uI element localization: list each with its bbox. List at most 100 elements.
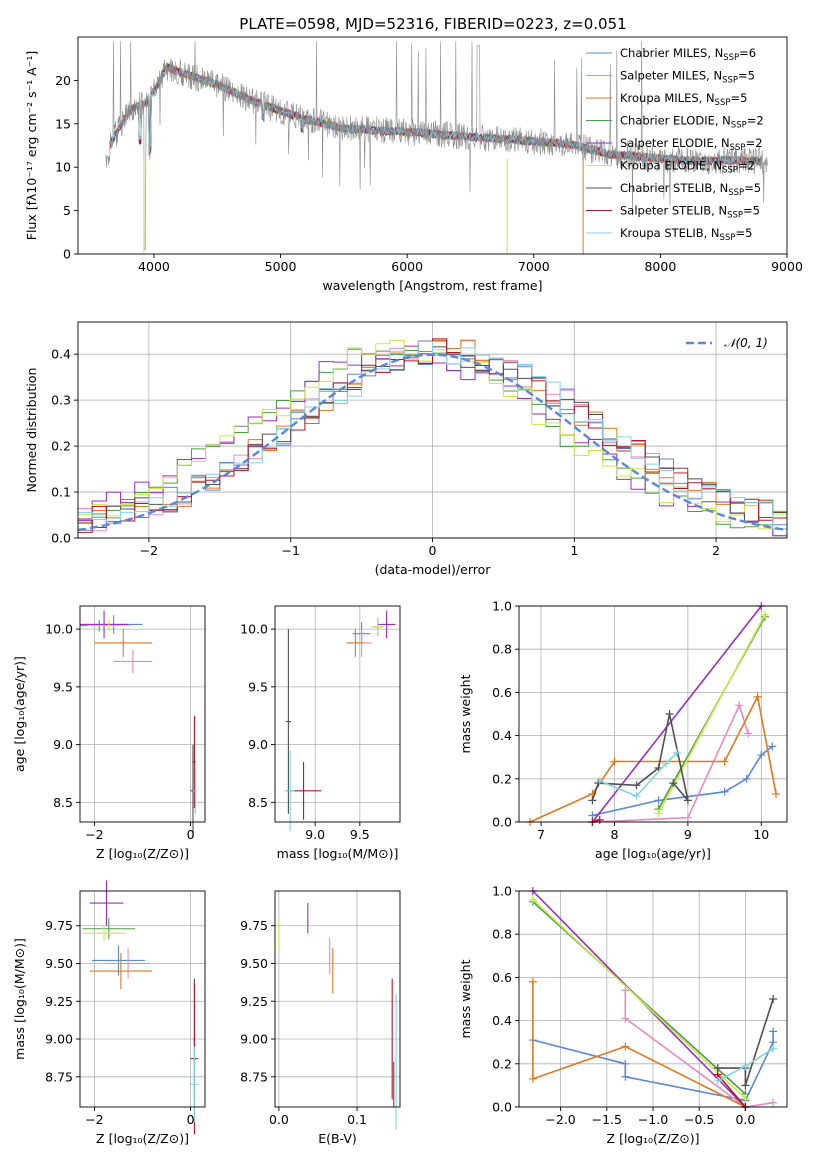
series-marker [588,796,597,805]
series-marker [595,776,604,785]
x-axis-label: Z [log₁₀(Z/Z⊙)] [96,1131,189,1146]
x-tick-label: 9.5 [350,827,370,842]
y-tick-label: 9.00 [45,1032,73,1047]
y-tick-label: 0.2 [51,439,71,454]
series-marker [661,759,670,768]
x-tick-label: 5000 [265,259,297,274]
y-tick-label: 9.5 [248,679,268,694]
x-axis-label: age [log₁₀(age/yr)] [595,846,711,861]
legend-entry: 𝒩(0, 1) [724,336,768,350]
series-marker [654,796,663,805]
mw_vs_z-axes: −2.0 −1.5 −1.0 −0.5 0.0 0.0 0.2 0.4 0.6 0.8 1.0 Z [… [458,884,788,1146]
series-line [717,1074,747,1108]
mass-weight-series [528,1027,778,1105]
observed-spectrum-line [105,41,769,250]
x-axis-label: mass [log₁₀(M/M⊙)] [277,846,399,861]
series-marker [621,1072,630,1081]
mass-weight-series [588,742,777,820]
y-tick-label: 9.0 [248,737,268,752]
x-tick-label: 4000 [138,259,170,274]
series-marker [683,813,692,822]
mass_vs_ebv-axes: 0.0 0.1 8.75 9.00 9.25 9.50 9.75 E(B-V) [240,890,401,1146]
y-tick-label: 9.75 [45,918,73,933]
y-tick-label: 9.50 [45,956,73,971]
y-axis-label: mass weight [458,674,473,753]
x-tick-label: 7000 [518,259,550,274]
errorbar-point [106,948,150,979]
errorbar-point [82,925,126,941]
legend-entry: Salpeter STELIB, NSSP=5 [620,204,760,221]
legend-entry: Kroupa MILES, NSSP=5 [620,91,747,108]
x-tick-label: 0.0 [735,1112,755,1127]
x-tick-label: 9 [684,827,692,842]
series-marker [768,742,777,751]
axes-frame [79,890,206,1108]
axes-frame [518,605,788,823]
y-axis-label: Flux [fλ10⁻¹⁷ erg cm⁻² s⁻¹ A⁻¹] [24,51,39,240]
errorbar-point [285,750,295,832]
x-tick-label: −1 [281,543,299,558]
x-tick-label: 9.0 [305,827,325,842]
x-tick-label: −2 [140,543,158,558]
series-marker [713,1077,722,1086]
x-tick-label: 1 [570,543,578,558]
series-marker [769,995,778,1003]
y-tick-label: 0 [63,247,71,262]
series-line [657,614,766,814]
legend-entry: Chabrier ELODIE, NSSP=2 [620,114,764,131]
y-tick-label: 20 [55,73,71,88]
series-marker [621,1042,630,1051]
x-tick-label: −1.5 [592,1112,622,1127]
legend-entry: Chabrier STELIB, NSSP=5 [620,181,761,198]
y-tick-label: 0.0 [492,815,512,830]
series-marker [769,1044,778,1053]
series-marker [632,792,641,801]
errorbar-point [113,649,153,673]
errorbar-point [192,767,198,814]
y-axis-label: Normed distribution [24,368,39,493]
y-tick-label: 0.8 [492,927,512,942]
series-marker [757,751,766,760]
y-axis-label: mass weight [458,959,473,1038]
y-axis-label: mass [log₁₀(M/M⊙)] [12,938,27,1060]
axes-frame [274,605,401,823]
x-tick-label: 8 [610,827,618,842]
errorbar-point [192,715,196,809]
series-line [599,752,678,798]
y-tick-label: 0.3 [51,393,71,408]
x-axis-label: (data-model)/error [375,562,492,577]
x-tick-label: 0 [187,1112,195,1127]
axes-frame [77,36,788,255]
y-tick-label: 1.0 [492,884,512,899]
mass-weight-series [654,610,769,818]
series-line [624,990,774,1108]
y-tick-label: 10.0 [240,622,268,637]
series-marker [610,757,619,766]
errorbar-point [82,918,136,940]
y-tick-label: 0.0 [51,531,71,546]
series-marker [595,815,604,824]
mass-weight-series [595,748,681,801]
errorbar-point [89,952,153,990]
series-marker [621,986,630,995]
errorbar-point [371,617,384,637]
x-tick-label: 6000 [391,259,423,274]
x-tick-label: −0.5 [684,1112,714,1127]
x-axis-label: Z [log₁₀(Z/Z⊙)] [96,846,189,861]
y-tick-label: 0.8 [492,642,512,657]
x-tick-label: 0 [187,827,195,842]
series-line [717,998,774,1086]
y-tick-label: 0.4 [492,728,512,743]
legend-entry: Salpeter ELODIE, NSSP=2 [620,136,763,153]
mass_vs_z-axes: −2 0 8.75 9.00 9.25 9.50 9.75 Z [log₁₀(Z/Z⊙)] ma… [12,880,206,1146]
x-tick-label: −2 [85,827,103,842]
errorbar-point [94,629,153,657]
y-tick-label: 8.5 [53,795,73,810]
mass-weight-series [588,710,692,805]
figure-title: PLATE=0598, MJD=52316, FIBERID=0223, z=0… [239,15,626,33]
y-tick-label: 0.2 [492,771,512,786]
errorbar-point [89,880,124,926]
series-marker [654,809,663,818]
y-tick-label: 9.00 [240,1032,268,1047]
